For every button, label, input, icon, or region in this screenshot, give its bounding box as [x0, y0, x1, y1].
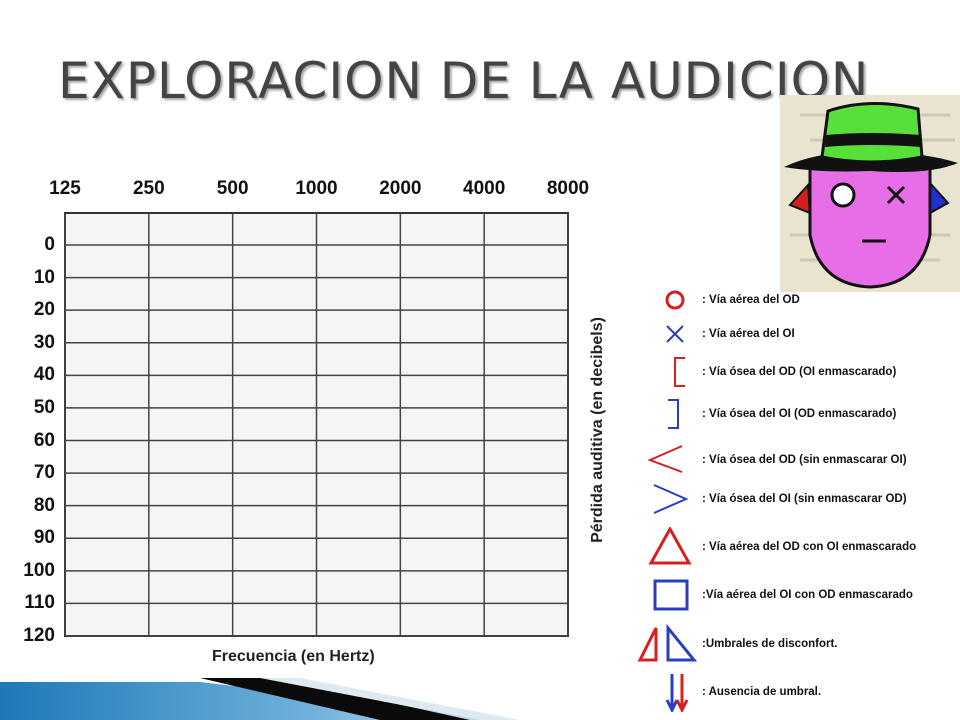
- frequency-tick-label: 1000: [295, 178, 338, 199]
- slide-title: EXPLORACION DE LA AUDICION: [58, 52, 870, 110]
- legend-item: : Vía ósea del OD (OI enmascarado): [630, 352, 960, 392]
- legend-item: : Vía aérea del OD con OI enmascarado: [630, 525, 960, 567]
- circle-icon: [630, 280, 700, 320]
- frequency-tick-label: 2000: [379, 178, 422, 199]
- legend-item: :Umbrales de disconfort.: [630, 623, 960, 664]
- frequency-tick-label: 8000: [546, 178, 590, 199]
- frequency-tick-label: 250: [132, 178, 165, 199]
- decibel-tick-label: 10: [33, 266, 55, 288]
- legend-item-label: : Ausencia de umbral.: [702, 686, 822, 698]
- decibel-tick-label: 20: [33, 299, 55, 321]
- frequency-tick-label: 4000: [463, 178, 506, 199]
- decibel-tick-label: 90: [33, 527, 55, 549]
- legend-item: :Vía aérea del OI con OD enmascarado: [630, 575, 960, 615]
- decibel-tick-label: 120: [23, 625, 55, 646]
- legend-item-label: : Vía ósea del OD (OI enmascarado): [702, 366, 897, 378]
- legend-item: : Vía aérea del OD: [630, 280, 960, 320]
- legend-item-label: : Vía ósea del OI (OD enmascarado): [702, 408, 897, 420]
- legend-item: : Vía ósea del OD (sin enmascarar OI): [630, 440, 960, 480]
- decorative-bottom-bar: [0, 678, 520, 720]
- legend-item: : Vía ósea del OI (sin enmascarar OD): [630, 479, 960, 519]
- decibel-tick-label: 80: [33, 494, 55, 516]
- frequency-tick-label: 500: [216, 178, 249, 199]
- square-icon: [630, 575, 700, 615]
- cartoon-face-image: [780, 95, 960, 292]
- decibel-tick-label: 100: [23, 559, 55, 581]
- legend-item: : Vía aérea del OI: [630, 314, 960, 354]
- decibel-tick-label: 110: [24, 592, 55, 614]
- decibel-tick-label: 50: [33, 396, 55, 418]
- decibel-tick-label: 40: [33, 364, 55, 386]
- triangle-icon: [630, 525, 700, 567]
- right-bracket-icon: [630, 394, 700, 434]
- legend-item-label: : Vía aérea del OD con OI enmascarado: [702, 541, 917, 553]
- decibel-tick-label: 60: [33, 429, 55, 451]
- legend-item: : Vía ósea del OI (OD enmascarado): [630, 394, 960, 434]
- legend-item-label: :Umbrales de disconfort.: [702, 638, 838, 650]
- legend-item: : Ausencia de umbral.: [630, 672, 960, 714]
- decibel-tick-label: 70: [33, 462, 55, 484]
- less-than-icon: [630, 440, 700, 480]
- half-triangles-icon: [630, 623, 700, 664]
- y-axis-label: Pérdida auditiva (en decibels): [589, 317, 606, 543]
- x-icon: [630, 314, 700, 354]
- legend-item-label: :Vía aérea del OI con OD enmascarado: [702, 589, 913, 601]
- decibel-tick-label: 30: [33, 331, 55, 353]
- decibel-tick-label: 0: [44, 234, 55, 255]
- legend-item-label: : Vía ósea del OI (sin enmascarar OD): [702, 493, 907, 505]
- legend-item-label: : Vía aérea del OI: [702, 328, 795, 340]
- left-bracket-icon: [630, 352, 700, 392]
- legend-item-label: : Vía ósea del OD (sin enmascarar OI): [702, 454, 907, 466]
- down-arrows-icon: [630, 672, 700, 714]
- frequency-tick-label: 125: [49, 178, 81, 199]
- x-axis-label: Frecuencia (en Hertz): [212, 648, 375, 665]
- audiogram-grid: [64, 212, 569, 637]
- legend-item-label: : Vía aérea del OD: [702, 294, 800, 306]
- greater-than-icon: [630, 479, 700, 519]
